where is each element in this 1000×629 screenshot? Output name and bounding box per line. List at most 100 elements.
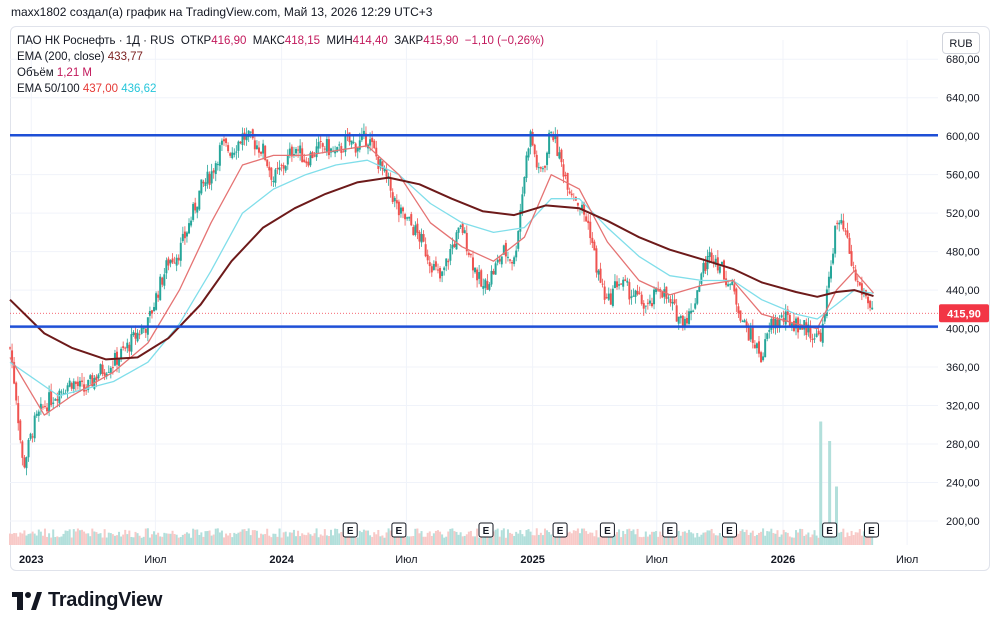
- volume-bar: [410, 536, 413, 545]
- volume-bar: [607, 531, 610, 545]
- candle-body: [443, 267, 446, 271]
- volume-bar: [757, 532, 760, 545]
- volume-bar: [869, 536, 872, 545]
- earnings-event-icon[interactable]: E: [863, 522, 879, 538]
- candle-body: [352, 141, 355, 143]
- volume-bar: [111, 534, 114, 545]
- candle-body: [685, 317, 688, 324]
- volume-bar: [41, 535, 44, 545]
- volume-bar: [509, 532, 512, 545]
- candle-body: [593, 241, 596, 251]
- candle-body: [760, 352, 763, 363]
- y-tick-label: 200,00: [946, 516, 980, 528]
- candle-body: [755, 343, 758, 349]
- candle-body: [648, 300, 651, 304]
- y-tick-label: 600,00: [946, 131, 980, 143]
- earnings-event-icon[interactable]: E: [822, 522, 838, 538]
- currency-button[interactable]: RUB: [942, 32, 980, 54]
- volume-bar: [788, 536, 791, 545]
- legend-ema50-100-row[interactable]: EMA 50/100 437,00 436,62: [17, 81, 544, 97]
- candle-body: [543, 166, 546, 168]
- candle-body: [122, 346, 125, 348]
- volume-bar: [764, 535, 767, 545]
- candle-body: [628, 282, 631, 300]
- candle-body: [227, 145, 230, 152]
- tradingview-logo-icon: [12, 591, 42, 610]
- volume-bar: [755, 534, 758, 545]
- volume-bar: [496, 528, 499, 545]
- volume-bar: [17, 536, 20, 545]
- volume-bar: [99, 533, 102, 545]
- volume-bar: [54, 537, 57, 545]
- candle-body: [229, 153, 232, 156]
- earnings-event-icon[interactable]: E: [662, 522, 678, 538]
- candle-body: [87, 379, 90, 390]
- earnings-event-icon[interactable]: E: [342, 522, 358, 538]
- candle-body: [72, 381, 75, 390]
- volume-bar: [451, 528, 454, 545]
- candle-body: [576, 202, 579, 206]
- volume-bar: [786, 532, 789, 545]
- candle-body: [177, 257, 180, 261]
- volume-bar: [745, 529, 748, 545]
- candle-body: [124, 347, 127, 349]
- candle-body: [185, 232, 188, 237]
- earnings-event-icon[interactable]: E: [599, 522, 615, 538]
- candle-body: [220, 140, 223, 145]
- candle-body: [424, 244, 427, 257]
- volume-bar: [194, 529, 197, 545]
- candle-body: [62, 393, 65, 395]
- candle-body: [776, 319, 779, 326]
- earnings-event-icon[interactable]: E: [391, 522, 407, 538]
- earnings-event-letter: E: [557, 526, 564, 537]
- candle-body: [95, 376, 98, 381]
- candle-body: [830, 266, 833, 279]
- y-tick-label: 640,00: [946, 93, 980, 105]
- volume-bar: [146, 528, 149, 545]
- volume-bar: [241, 529, 244, 545]
- candle-body: [181, 233, 184, 242]
- tradingview-logo[interactable]: TradingView: [12, 589, 162, 612]
- candle-body: [618, 284, 621, 286]
- symbol-label[interactable]: ПАО НК Роснефть · 1Д · RUS: [17, 35, 175, 47]
- candle-body: [813, 338, 816, 340]
- volume-bar: [72, 529, 75, 545]
- candle-body: [48, 392, 51, 412]
- candle-body: [474, 267, 477, 273]
- volume-bar: [95, 532, 98, 545]
- legend-ema200-row[interactable]: EMA (200, close) 433,77: [17, 49, 544, 65]
- candle-body: [406, 217, 409, 219]
- candle-body: [644, 305, 647, 307]
- volume-bar: [700, 534, 703, 545]
- candle-body: [727, 284, 730, 287]
- volume-bar: [393, 531, 396, 545]
- candle-body: [50, 390, 53, 406]
- volume-bar: [459, 532, 462, 545]
- volume-bar: [747, 534, 750, 545]
- volume-bar: [327, 536, 330, 545]
- volume-bar: [70, 537, 73, 545]
- volume-bar: [233, 532, 236, 545]
- legend-volume-row[interactable]: Объём 1,21 M: [17, 65, 544, 81]
- candle-body: [78, 380, 81, 387]
- earnings-event-icon[interactable]: E: [552, 522, 568, 538]
- candle-body: [165, 260, 168, 274]
- volume-bar: [494, 529, 497, 545]
- candle-body: [278, 167, 281, 171]
- y-tick-label: 440,00: [946, 285, 980, 297]
- candle-body: [426, 254, 429, 261]
- volume-bar: [155, 534, 158, 545]
- candle-body: [311, 152, 314, 159]
- candle-body: [735, 288, 738, 305]
- volume-bar: [402, 535, 405, 545]
- earnings-event-icon[interactable]: E: [721, 522, 737, 538]
- volume-bar: [274, 533, 277, 545]
- volume-bar: [760, 531, 763, 545]
- volume-bar: [529, 531, 532, 545]
- candle-body: [373, 140, 376, 149]
- candle-body: [560, 149, 563, 163]
- candle-body: [190, 220, 193, 226]
- earnings-event-icon[interactable]: E: [478, 522, 494, 538]
- candle-body: [295, 148, 298, 154]
